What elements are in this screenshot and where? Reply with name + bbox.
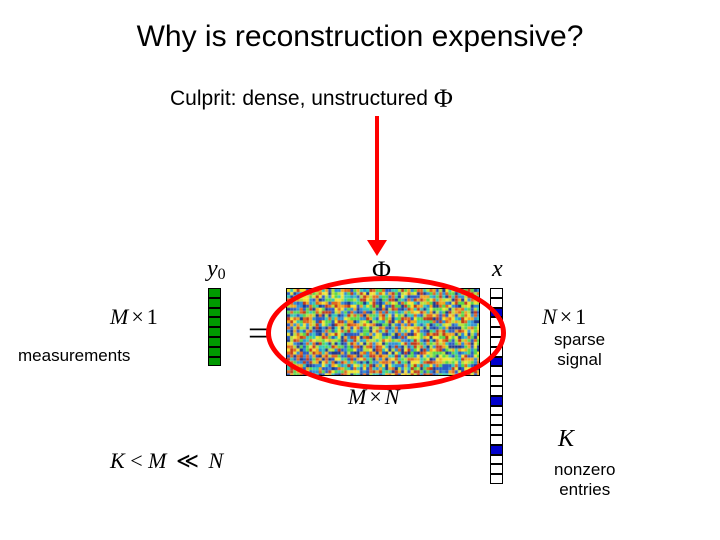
x-cell xyxy=(490,425,503,435)
x-cell-nonzero xyxy=(490,308,503,318)
equals-sign: = xyxy=(248,312,268,354)
y-cell xyxy=(208,317,221,327)
y-cell xyxy=(208,298,221,308)
y-cell xyxy=(208,347,221,357)
n-by-1-label: N×1 xyxy=(542,304,586,330)
m-by-1-label: M×1 xyxy=(110,304,158,330)
sparse-signal-label: sparse signal xyxy=(554,330,605,371)
ineq-n: N xyxy=(208,448,223,473)
subtitle: Culprit: dense, unstructured Φ xyxy=(170,84,453,114)
ineq-lt: < xyxy=(125,448,148,473)
y-label: y0 xyxy=(207,256,226,284)
nonzero-l2: entries xyxy=(559,480,610,499)
subtitle-text: Culprit: dense, unstructured xyxy=(170,87,434,110)
y-cell xyxy=(208,308,221,318)
y-cell xyxy=(208,337,221,347)
x-cell xyxy=(490,455,503,465)
x-cell xyxy=(490,435,503,445)
x-cell-nonzero xyxy=(490,445,503,455)
nonzero-l1: nonzero xyxy=(554,460,615,479)
x-cell xyxy=(490,474,503,484)
x-cell xyxy=(490,386,503,396)
k-label: K xyxy=(558,426,574,453)
x-cell xyxy=(490,415,503,425)
x-label: x xyxy=(492,256,503,283)
m-by-n-label: M×N xyxy=(348,384,399,410)
sparse-l1: sparse xyxy=(554,330,605,349)
inequality: K < M ≪ N xyxy=(110,448,223,474)
x-cell xyxy=(490,317,503,327)
sparse-l2: signal xyxy=(557,350,601,369)
y-subscript: 0 xyxy=(218,266,226,283)
x-cell xyxy=(490,464,503,474)
x-cell xyxy=(490,366,503,376)
nonzero-entries-label: nonzero entries xyxy=(554,460,615,501)
x-cell xyxy=(490,288,503,298)
x-cell xyxy=(490,298,503,308)
y-cell xyxy=(208,288,221,298)
x-cell xyxy=(490,376,503,386)
y-cell xyxy=(208,357,221,367)
y-var: y xyxy=(207,256,218,282)
x-cell-nonzero xyxy=(490,396,503,406)
slide-title: Why is reconstruction expensive? xyxy=(0,20,720,54)
x-cell xyxy=(490,347,503,357)
x-cell xyxy=(490,337,503,347)
subtitle-phi: Φ xyxy=(434,84,453,113)
phi-matrix xyxy=(286,288,480,376)
x-cell xyxy=(490,406,503,416)
ineq-ll: ≪ xyxy=(166,448,208,473)
y-cell xyxy=(208,327,221,337)
ineq-m: M xyxy=(148,448,166,473)
x-vector xyxy=(490,288,505,484)
ineq-k: K xyxy=(110,448,125,473)
phi-label: Φ xyxy=(372,256,391,286)
x-cell-nonzero xyxy=(490,357,503,367)
matrix-canvas xyxy=(287,289,479,375)
x-cell xyxy=(490,327,503,337)
arrow-shaft xyxy=(375,116,379,244)
measurements-label: measurements xyxy=(18,346,130,366)
arrow-head xyxy=(367,240,387,256)
y-vector xyxy=(208,288,223,366)
